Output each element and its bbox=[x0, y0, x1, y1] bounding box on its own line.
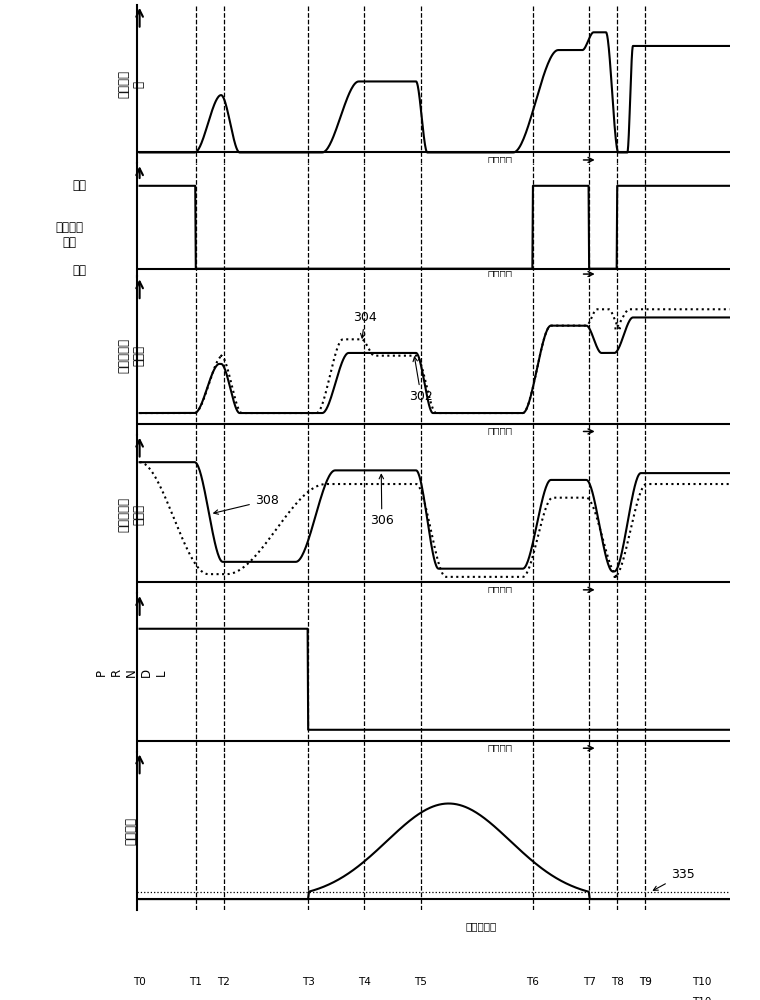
Y-axis label: 车辆速度: 车辆速度 bbox=[125, 817, 138, 845]
Text: 时间增加: 时间增加 bbox=[488, 743, 513, 753]
Text: 306: 306 bbox=[370, 474, 394, 527]
Text: T9: T9 bbox=[639, 977, 652, 987]
Text: T0: T0 bbox=[133, 977, 146, 987]
Text: 302: 302 bbox=[410, 357, 433, 403]
Y-axis label: P
R
N
D
L: P R N D L bbox=[95, 668, 168, 677]
Text: T3: T3 bbox=[302, 977, 315, 987]
Text: 时间增加: 时间增加 bbox=[488, 269, 513, 279]
Text: T10: T10 bbox=[692, 997, 711, 1000]
Text: 液压气门
命令: 液压气门 命令 bbox=[55, 221, 84, 249]
Text: T5: T5 bbox=[414, 977, 427, 987]
Text: 关闭: 关闭 bbox=[72, 179, 86, 192]
Text: 335: 335 bbox=[654, 868, 695, 890]
Text: T7: T7 bbox=[583, 977, 596, 987]
Y-axis label: 制动踏板
力: 制动踏板 力 bbox=[117, 70, 145, 98]
Text: T6: T6 bbox=[527, 977, 540, 987]
Text: 308: 308 bbox=[214, 494, 279, 514]
Text: T2: T2 bbox=[217, 977, 230, 987]
Text: 时间增加: 时间增加 bbox=[488, 155, 513, 165]
Text: T9: T9 bbox=[639, 977, 652, 987]
Text: 打开: 打开 bbox=[72, 264, 86, 277]
Text: T1: T1 bbox=[189, 977, 202, 987]
Text: 时间增加: 时间增加 bbox=[488, 585, 513, 595]
Text: 时间增加，: 时间增加， bbox=[466, 921, 497, 931]
Text: 304: 304 bbox=[353, 311, 377, 338]
Text: T4: T4 bbox=[358, 977, 371, 987]
Text: T9: T9 bbox=[639, 977, 652, 987]
Y-axis label: 助力器工作
室体积: 助力器工作 室体积 bbox=[117, 338, 145, 373]
Text: T8: T8 bbox=[611, 977, 624, 987]
Text: 时间增加: 时间增加 bbox=[488, 426, 513, 436]
Text: T10: T10 bbox=[692, 977, 711, 987]
Y-axis label: 助力器工作
室真空: 助力器工作 室真空 bbox=[117, 497, 145, 532]
